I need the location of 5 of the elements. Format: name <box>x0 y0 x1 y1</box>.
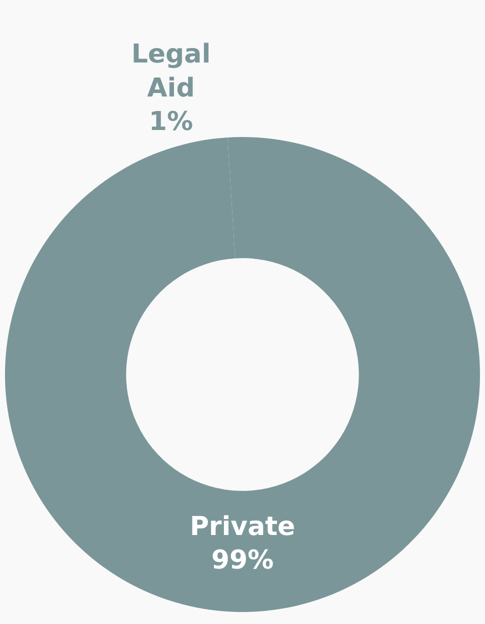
data-label: 1% <box>148 107 194 138</box>
donut-slice <box>5 137 480 612</box>
slice-label: Private <box>190 512 296 542</box>
data-label: 99% <box>211 546 274 576</box>
slice-label: Legal Aid <box>131 40 211 104</box>
